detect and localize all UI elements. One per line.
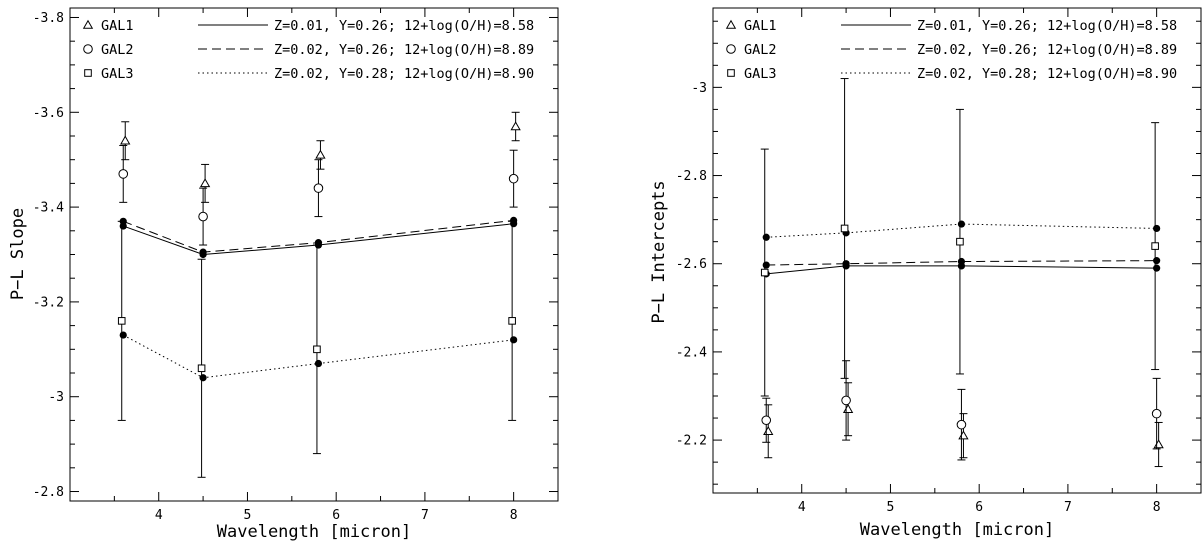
model-point	[957, 220, 966, 228]
x-axis-label: Wavelength [micron]	[217, 522, 411, 542]
model-line	[123, 223, 514, 256]
model-point	[314, 239, 323, 247]
legend-label: GAL2	[744, 42, 777, 58]
y-tick-label: -2.6	[676, 257, 707, 272]
model-point	[510, 336, 518, 344]
y-tick-label: -3	[48, 390, 64, 405]
legend-marker	[727, 69, 735, 77]
model-line	[123, 334, 514, 379]
x-tick-label: 8	[1153, 500, 1161, 515]
y-tick-label: -2.2	[676, 434, 707, 449]
x-tick-label: 8	[510, 508, 518, 523]
model-point	[119, 331, 127, 339]
y-tick-label: -2.8	[33, 485, 64, 500]
x-tick-label: 7	[1064, 500, 1072, 515]
model-point	[1153, 224, 1161, 233]
data-point	[842, 403, 854, 413]
x-tick-label: 6	[975, 500, 983, 515]
x-tick-label: 6	[332, 508, 340, 523]
data-point	[510, 121, 521, 131]
data-point	[1153, 439, 1164, 449]
legend-marker	[83, 44, 93, 54]
data-point	[958, 430, 969, 440]
data-point	[956, 237, 964, 246]
legend-label: Z=0.01, Y=0.26; 12+log(O/H)=8.58	[917, 18, 1177, 34]
model-line	[766, 265, 1157, 275]
legend: GAL1 GAL2 GAL3 Z=0.01, Y=0.26; 12+log(O/H)=…	[82, 18, 534, 82]
y-tick-label: -3.8	[33, 11, 64, 26]
legend-label: GAL3	[744, 66, 777, 82]
legend-label: Z=0.02, Y=0.28; 12+log(O/H)=8.90	[274, 66, 534, 82]
x-tick-label: 5	[887, 500, 895, 515]
data-point	[840, 224, 849, 233]
y-tick-label: -3	[691, 81, 707, 96]
model-point	[199, 248, 207, 256]
legend-marker	[725, 19, 737, 29]
legend-label: Z=0.02, Y=0.28; 12+log(O/H)=8.90	[917, 66, 1177, 82]
model-point	[762, 233, 770, 241]
legend-label: GAL1	[744, 18, 777, 34]
data-point	[120, 135, 131, 145]
y-axis-label: P−L Intercepts	[649, 180, 669, 323]
legend-label: GAL3	[101, 66, 134, 82]
model-point	[314, 359, 323, 368]
model-point	[1153, 257, 1161, 265]
model-point	[957, 257, 966, 266]
x-tick-label: 5	[244, 508, 252, 523]
legend-label: Z=0.02, Y=0.26; 12+log(O/H)=8.89	[274, 42, 534, 58]
legend-label: GAL2	[101, 42, 134, 58]
y-tick-label: -3.6	[33, 106, 64, 121]
legend: GAL1 GAL2 GAL3 Z=0.01, Y=0.26; 12+log(O/H)=…	[725, 18, 1177, 82]
y-tick-label: -2.8	[676, 169, 707, 184]
model-point	[842, 260, 850, 268]
data-point	[313, 183, 324, 193]
legend-marker	[726, 44, 736, 54]
slope-panel: 4 5 6 7 8 -2.8 -3 -3.2 -3.4 -3.6 -3.8 GAL1 GAL2 GAL3…	[8, 7, 559, 542]
y-tick-label: -2.4	[676, 345, 707, 360]
data-point	[956, 419, 967, 430]
model-point	[199, 374, 207, 382]
data-marks	[760, 78, 1164, 468]
data-point	[198, 211, 208, 222]
axis-ticks: 4 5 6 7 8 -2.8 -3 -3.2 -3.4 -3.6 -3.8	[33, 8, 559, 523]
data-point	[508, 317, 516, 325]
x-tick-label: 7	[421, 508, 429, 523]
data-point	[760, 268, 769, 277]
x-axis-label: Wavelength [micron]	[860, 520, 1054, 540]
legend-label: Z=0.02, Y=0.26; 12+log(O/H)=8.89	[917, 42, 1177, 58]
data-point	[761, 415, 772, 426]
data-marks	[117, 111, 521, 478]
data-point	[199, 178, 211, 188]
data-point	[508, 173, 519, 184]
data-point	[841, 395, 851, 406]
legend-marker	[82, 19, 94, 29]
data-point	[1151, 242, 1159, 250]
x-tick-label: 4	[798, 500, 806, 515]
data-point	[763, 425, 774, 435]
model-point	[510, 216, 518, 224]
data-point	[1151, 408, 1162, 419]
model-line	[766, 223, 1157, 238]
data-point	[197, 364, 206, 373]
data-point	[117, 317, 126, 325]
legend-label: Z=0.01, Y=0.26; 12+log(O/H)=8.58	[274, 18, 534, 34]
legend-marker	[84, 69, 92, 77]
data-point	[313, 345, 321, 354]
y-tick-label: -3.2	[33, 295, 64, 310]
x-tick-label: 4	[155, 508, 163, 523]
data-point	[315, 149, 326, 159]
y-axis-label: P−L Slope	[8, 208, 28, 300]
y-tick-label: -3.4	[33, 201, 64, 216]
axis-ticks: 4 5 6 7 8 -2.2 -2.4 -2.6 -2.8 -3	[676, 8, 1202, 515]
model-point	[1153, 264, 1161, 272]
legend-label: GAL1	[101, 18, 134, 34]
data-point	[118, 169, 129, 179]
intercepts-panel: 4 5 6 7 8 -2.2 -2.4 -2.6 -2.8 -3 GAL1 GAL2 GAL3 Z=0.…	[649, 7, 1202, 540]
model-point	[762, 261, 770, 269]
model-line	[123, 219, 514, 253]
plot-frame	[712, 7, 1202, 494]
